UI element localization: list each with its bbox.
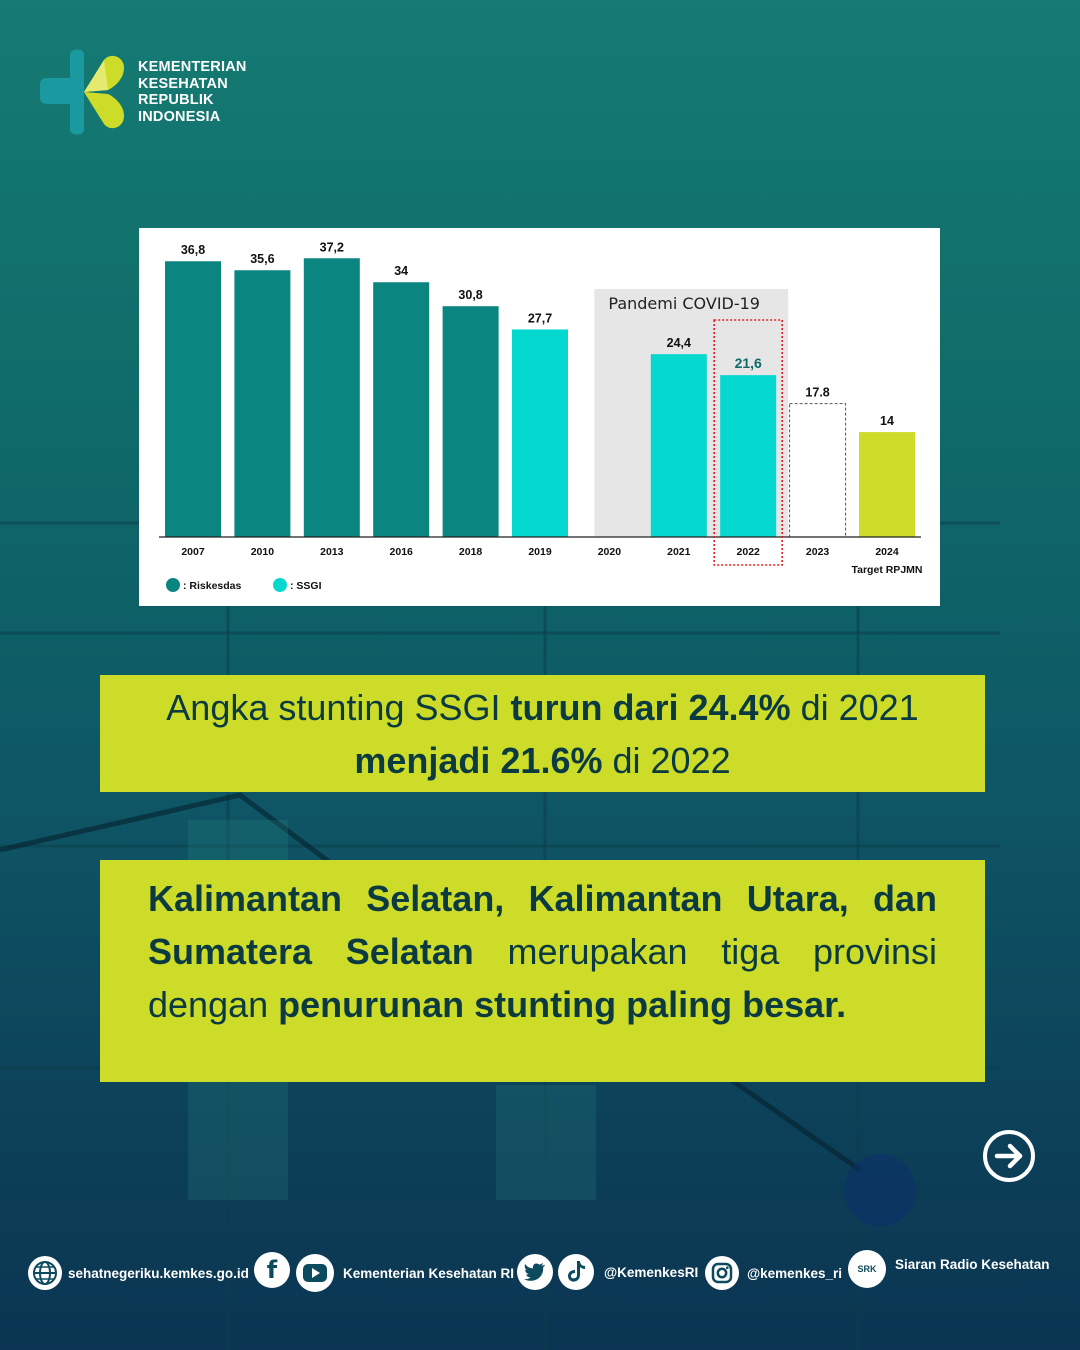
value-label-2018: 30,8 [458,288,482,302]
website-text: sehatnegeriku.kemkes.go.id [68,1265,249,1281]
value-label-2010: 35,6 [250,252,274,266]
twitter-icon [517,1254,553,1290]
bar-2013 [303,258,360,537]
target-rpjmn-label: Target RPJMN [852,564,923,576]
twitter-tiktok-handle: @KemenkesRI [604,1264,699,1280]
headline-bold-text: turun dari 24.4% [510,687,791,728]
value-label-2019: 27,7 [528,311,552,325]
tiktok-icon [558,1254,594,1290]
tick-label-2021: 2021 [667,546,691,558]
bar-2016 [373,282,430,537]
tick-label-2013: 2013 [320,546,344,558]
bar-2023 [789,403,847,538]
provinces-bold-text: Kalimantan Selatan, Kalimantan Utara, da… [148,878,937,972]
bar-2019 [512,329,568,537]
headline-text: Angka stunting SSGI [166,687,511,728]
legend-label-1: : SSGI [290,580,322,592]
legend-label-0: : Riskesdas [183,580,242,592]
value-label-2024: 14 [880,414,894,428]
headline-bold-text: menjadi 21.6% [354,740,603,781]
tick-label-2010: 2010 [251,546,275,558]
facebook-link[interactable]: f [254,1252,290,1288]
bar-2024 [859,432,915,537]
stunting-chart-card: Pandemi COVID-19 36,8 35,6 37,2 34 30,8 27,7 24… [139,228,940,606]
tick-label-2020: 2020 [598,546,622,558]
provinces-bold-text: penurunan stunting paling besar. [278,984,847,1025]
ministry-name-line: INDONESIA [138,108,221,125]
kemenkes-emblem-icon [40,49,124,135]
tick-label-2024: 2024 [875,546,899,558]
ministry-name-line: REPUBLIK [138,92,214,108]
tick-label-2022: 2022 [737,546,761,558]
facebook-icon: f [254,1252,290,1288]
footer-social-bar: sehatnegeriku.kemkes.go.id f Kementerian… [28,1250,1068,1296]
provinces-box: Kalimantan Selatan, Kalimantan Utara, da… [100,860,985,1082]
bar-2010 [234,270,291,537]
stunting-bar-chart: Pandemi COVID-19 36,8 35,6 37,2 34 30,8 27,7 24… [159,240,923,592]
tick-label-2023: 2023 [806,546,830,558]
value-label-2007: 36,8 [181,243,205,257]
channel-text: Kementerian Kesehatan RI [343,1265,515,1281]
bar-2022 [720,375,777,537]
youtube-icon [296,1254,334,1292]
twitter-link[interactable] [517,1254,553,1290]
bar-2007 [165,261,221,537]
ministry-logo: KEMENTERIAN KESEHATAN REPUBLIK INDONESIA [38,46,247,138]
legend-marker-1 [273,578,287,592]
bar-2021 [650,354,707,537]
tiktok-link[interactable]: @KemenkesRI [558,1254,698,1290]
value-label-2016: 34 [394,264,408,278]
youtube-link[interactable]: Kementerian Kesehatan RI [296,1254,514,1292]
radio-logo-text: SRK [857,1264,877,1274]
value-label-2013: 37,2 [320,240,344,254]
pandemic-region-label: Pandemi COVID-19 [608,294,760,313]
headline-text: di 2022 [602,740,731,781]
headline-box: Angka stunting SSGI turun dari 24.4% di … [100,675,985,792]
tick-label-2016: 2016 [390,546,414,558]
highlight-2022-box [713,319,784,566]
radio-logo-icon: SRK [848,1250,886,1288]
ministry-name-line: KESEHATAN [138,75,228,92]
tick-label-2019: 2019 [528,546,552,558]
headline-text: di 2021 [790,687,919,728]
value-label-2022: 21,6 [735,355,762,371]
globe-icon [28,1256,62,1290]
radio-text: Siaran Radio Kesehatan [895,1256,1050,1272]
next-slide-button[interactable] [983,1130,1035,1182]
legend-marker-0 [166,578,180,592]
instagram-handle: @kemenkes_ri [747,1265,842,1281]
radio-link[interactable]: SRK Siaran Radio Kesehatan [848,1250,1050,1288]
footer-website[interactable]: sehatnegeriku.kemkes.go.id [28,1256,249,1290]
tick-label-2018: 2018 [459,546,483,558]
instagram-link[interactable]: @kemenkes_ri [705,1256,842,1290]
ministry-name: KEMENTERIAN KESEHATAN REPUBLIK INDONESIA [138,59,247,125]
value-label-2023: 17.8 [805,386,829,400]
arrow-right-icon [994,1143,1023,1169]
ministry-name-line: KEMENTERIAN [138,59,247,75]
instagram-icon [705,1256,739,1290]
tick-label-2007: 2007 [181,546,205,558]
value-label-2021: 24,4 [667,336,691,350]
provinces-text: merupakan tiga provinsi dengan [148,931,937,1025]
bar-2018 [442,306,499,537]
